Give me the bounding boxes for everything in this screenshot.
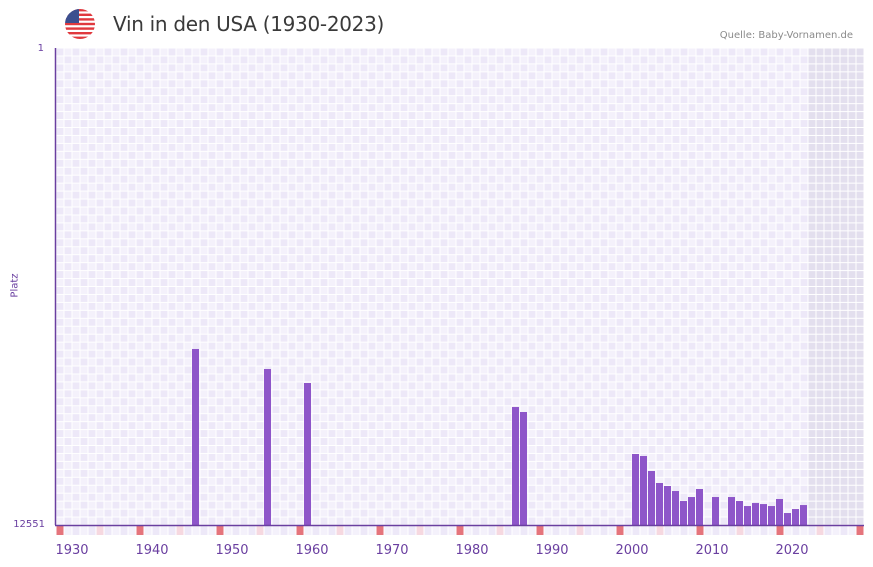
- bar-2005: [672, 491, 679, 525]
- bar-2010: [712, 497, 719, 525]
- x-tick-label: 2010: [695, 543, 729, 558]
- bar-2017: [768, 506, 775, 525]
- bar-2015: [752, 503, 759, 525]
- x-tick-label: 1960: [295, 543, 329, 558]
- bar-2000: [632, 454, 639, 525]
- bar-2007: [688, 497, 695, 525]
- bar-2004: [664, 486, 671, 525]
- bar-2013: [736, 501, 743, 525]
- x-tick-label: 1950: [215, 543, 249, 558]
- bar-2012: [728, 497, 735, 525]
- bar-1959: [304, 383, 311, 525]
- x-tick-label: 2020: [775, 543, 809, 558]
- source-label: Quelle: Baby-Vornamen.de: [719, 30, 853, 41]
- bar-2019: [784, 513, 791, 525]
- y-axis-bottom-label: 12551: [13, 519, 45, 530]
- x-tick-label: 1970: [375, 543, 409, 558]
- bar-2021: [800, 505, 807, 525]
- x-tick-label: 1980: [455, 543, 489, 558]
- bar-2006: [680, 501, 687, 525]
- x-tick-label: 1990: [535, 543, 569, 558]
- bar-2014: [744, 506, 751, 525]
- bar-2020: [792, 509, 799, 525]
- bar-2002: [648, 470, 655, 525]
- bar-2018: [776, 499, 783, 525]
- bar-1945: [192, 348, 199, 525]
- chart-title: Vin in den USA (1930-2023): [113, 12, 385, 36]
- bar-1954: [264, 369, 271, 525]
- y-axis-top-label: 1: [37, 43, 44, 54]
- x-tick-label: 2000: [615, 543, 649, 558]
- bar-2003: [656, 483, 663, 525]
- x-tick-label: 1940: [135, 543, 169, 558]
- x-tick-label: 1930: [55, 543, 89, 558]
- bar-2001: [640, 456, 647, 525]
- us-flag-icon: [65, 9, 95, 39]
- bar-2008: [696, 489, 703, 525]
- bar-1985: [512, 407, 519, 525]
- bar-2016: [760, 504, 767, 525]
- bar-1986: [520, 412, 527, 525]
